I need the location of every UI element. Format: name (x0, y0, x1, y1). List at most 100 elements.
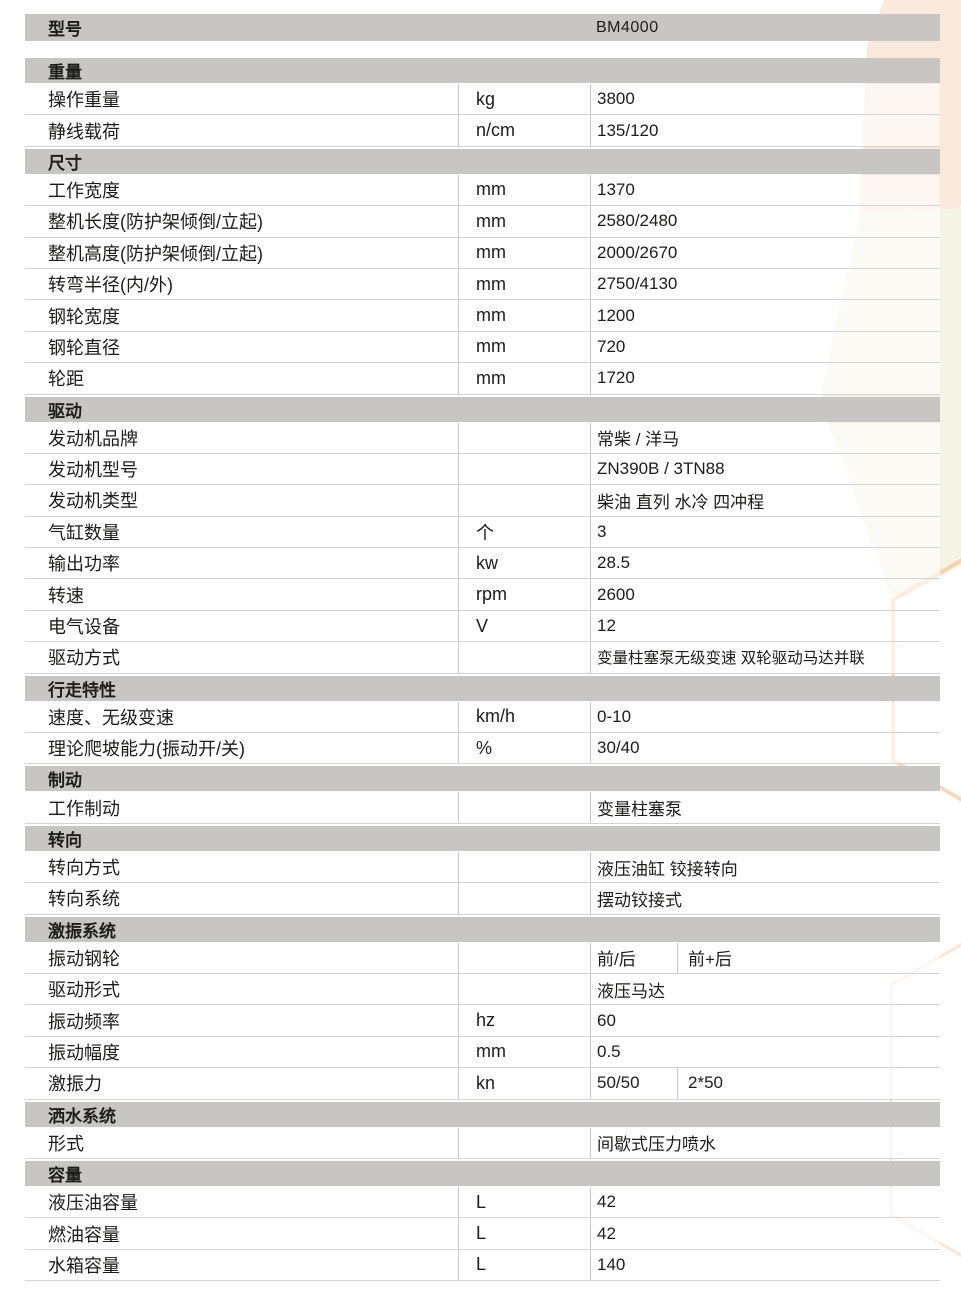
spec-unit: mm (458, 237, 590, 268)
spec-label: 操作重量 (48, 90, 120, 111)
spec-unit: mm (458, 363, 590, 394)
spec-unit: mm (458, 268, 590, 300)
spec-unit: kw (458, 548, 590, 579)
spec-value: 常柴 / 洋马 (597, 430, 680, 450)
spec-value-cell: 140 (590, 1249, 940, 1281)
spec-label: 形式 (48, 1133, 84, 1154)
spec-label: 工作宽度 (48, 180, 120, 201)
spec-unit: kg (458, 84, 590, 115)
spec-unit: % (458, 733, 590, 764)
spec-unit (458, 942, 590, 973)
spec-unit: mm (458, 206, 590, 237)
spec-value: 60 (597, 1010, 616, 1030)
section-header: 洒水系统 (25, 1101, 940, 1127)
table-row: 理论爬坡能力(振动开/关)% 30/40 (25, 733, 940, 765)
model-value: BM4000 (596, 18, 659, 36)
spec-value-cell: 1370 (590, 174, 940, 206)
table-row: 振动幅度 mm 0.5 (25, 1036, 940, 1069)
section-header: 转向 (25, 825, 940, 851)
spec-value: 2750/4130 (597, 274, 678, 294)
spec-label: 发动机型号 (48, 460, 138, 481)
spec-value-cell: 2600 (590, 579, 940, 610)
table-row: 整机高度(防护架倾倒/立起) mm 2000/2670 (25, 237, 940, 269)
spec-unit (458, 883, 590, 914)
spec-label: 输出功率 (48, 554, 120, 575)
spec-label: 振动钢轮 (48, 948, 120, 969)
spec-unit: kn (458, 1068, 590, 1099)
spec-label: 工作制动 (48, 798, 120, 819)
spec-value-cell: 2750/4130 (590, 268, 940, 300)
table-row: 钢轮宽度 mm 1200 (25, 300, 940, 332)
spec-value: 摆动铰接式 (597, 890, 682, 910)
spec-value: 2000/2670 (597, 242, 678, 262)
spec-value: 柴油 直列 水冷 四冲程 (597, 492, 765, 512)
spec-value-cell: 28.5 (590, 548, 940, 579)
spec-unit (458, 851, 590, 883)
section-header: 重量 (25, 58, 940, 83)
model-label: 型号 (48, 20, 82, 39)
table-row: 燃油容量 L 42 (25, 1218, 940, 1250)
spec-unit: hz (458, 1005, 590, 1036)
spec-unit: mm (458, 1036, 590, 1068)
spec-sections: 重量 操作重量 kg 3800 静线载荷 n/cm 135/120 尺寸 工作宽度 mm 1370 整… (25, 58, 940, 1282)
spec-table: 型号 BM4000 重量 操作重量 kg 3800 静线载荷 n/cm 135/120 尺寸工… (25, 14, 940, 1282)
spec-label: 驱动形式 (48, 980, 120, 1001)
table-row: 驱动方式 变量柱塞泵无级变速 双轮驱动马达并联 (25, 642, 940, 674)
spec-value: 0.5 (597, 1041, 621, 1061)
table-row: 驱动形式 液压马达 (25, 973, 940, 1006)
table-row: 转速 rpm 2600 (25, 579, 940, 611)
spec-value-secondary: 2*50 (677, 1068, 723, 1099)
spec-value-cell: 前/后 前+后 (590, 942, 940, 973)
table-row: 水箱容量 L 140 (25, 1249, 940, 1282)
section-header: 驱动 (25, 396, 940, 422)
spec-label: 理论爬坡能力(振动开/关) (48, 739, 245, 760)
spec-label: 激振力 (48, 1074, 102, 1095)
spec-unit: mm (458, 174, 590, 206)
table-row: 静线载荷 n/cm 135/120 (25, 115, 940, 147)
spec-unit: n/cm (458, 115, 590, 146)
section-header: 激振系统 (25, 916, 940, 942)
spec-label: 水箱容量 (48, 1255, 120, 1276)
spec-label: 发动机品牌 (48, 428, 138, 449)
spec-value: ZN390B / 3TN88 (597, 459, 725, 479)
spec-unit: V (458, 610, 590, 642)
spec-value-secondary: 前+后 (677, 942, 732, 973)
table-row: 液压油容量 L 42 (25, 1186, 940, 1219)
spec-label: 静线载荷 (48, 121, 120, 142)
table-row: 工作制动 变量柱塞泵 (25, 792, 940, 824)
spec-label: 转向系统 (48, 889, 120, 910)
section-header: 行走特性 (25, 675, 940, 701)
spec-label: 振动频率 (48, 1011, 120, 1032)
header-gap (25, 41, 940, 56)
spec-value-cell: 720 (590, 331, 940, 363)
spec-value-cell: 变量柱塞泵 (590, 792, 940, 823)
table-row: 振动钢轮 前/后 前+后 (25, 942, 940, 974)
spec-value: 42 (597, 1223, 616, 1243)
spec-label: 整机高度(防护架倾倒/立起) (48, 243, 263, 264)
spec-value-cell: 42 (590, 1218, 940, 1249)
spec-label: 发动机类型 (48, 491, 138, 512)
spec-value: 2580/2480 (597, 211, 678, 231)
spec-unit: L (458, 1218, 590, 1249)
table-row: 轮距 mm 1720 (25, 363, 940, 395)
spec-value: 0-10 (597, 706, 632, 726)
spec-value: 140 (597, 1254, 626, 1274)
spec-value: 720 (597, 336, 626, 356)
spec-value: 1370 (597, 179, 635, 199)
spec-value: 50/50 (597, 1073, 640, 1093)
spec-value: 间歇式压力喷水 (597, 1135, 716, 1155)
spec-label: 转速 (48, 585, 84, 606)
spec-value-cell: 1200 (590, 300, 940, 331)
spec-value-cell: 60 (590, 1005, 940, 1036)
table-row: 转向系统 摆动铰接式 (25, 883, 940, 915)
spec-unit (458, 422, 590, 453)
spec-value-cell: 间歇式压力喷水 (590, 1127, 940, 1158)
spec-label: 速度、无级变速 (48, 707, 174, 728)
spec-value: 前/后 (597, 950, 636, 970)
spec-label: 气缸数量 (48, 522, 120, 543)
spec-label: 整机长度(防护架倾倒/立起) (48, 212, 263, 233)
spec-label: 液压油容量 (48, 1193, 138, 1214)
spec-unit: 个 (458, 516, 590, 548)
spec-value: 30/40 (597, 738, 640, 758)
spec-value-cell: 135/120 (590, 115, 940, 146)
